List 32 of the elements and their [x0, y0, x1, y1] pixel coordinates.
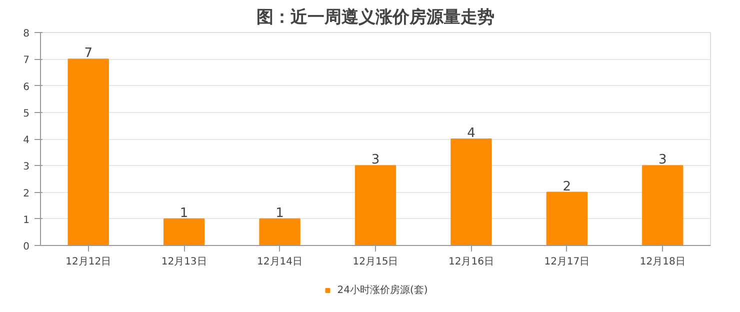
bar	[642, 165, 684, 246]
x-tick-label: 12月13日	[161, 256, 207, 268]
bar	[354, 165, 396, 246]
chart-title: 图：近一周遵义涨价房源量走势	[256, 8, 494, 28]
y-tick-label: 8	[23, 28, 30, 40]
x-tick-label: 12月18日	[640, 256, 686, 268]
bar	[546, 192, 588, 246]
x-tick-label: 12月14日	[257, 256, 303, 268]
data-label: 3	[658, 152, 667, 168]
data-label: 1	[180, 206, 188, 221]
data-label: 2	[562, 179, 572, 194]
y-tick-label: 0	[23, 242, 30, 252]
legend-label: 24小时涨价房源(套)	[337, 284, 428, 297]
y-tick-label: 5	[23, 108, 30, 120]
x-tick-label: 12月17日	[544, 256, 590, 268]
data-label: 7	[84, 46, 93, 62]
y-tick-label: 4	[23, 135, 30, 146]
bar	[68, 58, 109, 246]
bar	[163, 218, 205, 246]
y-tick-label: 7	[23, 55, 30, 66]
data-label: 4	[467, 126, 476, 141]
x-tick-label: 12月15日	[352, 256, 398, 268]
data-label: 1	[276, 206, 284, 221]
y-tick-label: 1	[23, 214, 30, 226]
x-tick-label: 12月16日	[448, 256, 494, 268]
bar	[259, 218, 300, 246]
y-tick-label: 6	[23, 82, 30, 93]
bar	[450, 138, 492, 246]
x-tick-label: 12月12日	[66, 256, 112, 268]
data-label: 3	[371, 152, 380, 168]
y-tick-label: 2	[23, 188, 30, 200]
y-tick-label: 3	[23, 162, 30, 173]
